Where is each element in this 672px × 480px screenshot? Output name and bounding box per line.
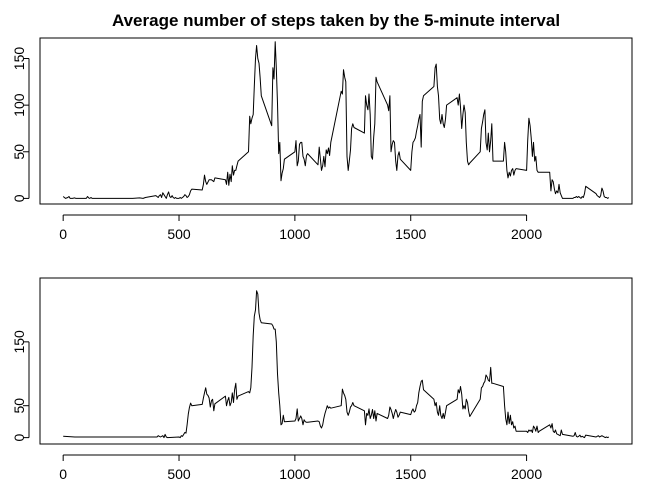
- top-x-tick-label: 1500: [395, 226, 426, 242]
- top-y-tick-label: 100: [11, 93, 27, 117]
- top-x-tick-label: 1000: [279, 226, 310, 242]
- bottom-x-tick-label: 0: [59, 466, 67, 480]
- bottom-series-line: [63, 290, 610, 439]
- top-y-tick-label: 0: [11, 194, 27, 202]
- bottom-y-tick-label: 50: [11, 398, 27, 414]
- top-panel: 0 500 1000 1500 2000 0 50 100 150: [11, 37, 633, 242]
- top-x-tick-label: 2000: [511, 226, 542, 242]
- top-series-line: [62, 41, 610, 199]
- top-x-tick-label: 500: [167, 226, 191, 242]
- top-plot-frame: [39, 37, 633, 205]
- bottom-panel: 0 500 1000 1500 2000 0 50 150: [11, 277, 633, 480]
- bottom-y-tick-label: 150: [11, 330, 27, 354]
- bottom-x-tick-label: 2000: [511, 466, 542, 480]
- bottom-y-tick-label: 0: [11, 434, 27, 442]
- top-x-tick-label: 0: [59, 226, 67, 242]
- top-y-tick-label: 50: [11, 144, 27, 160]
- top-y-tick-label: 150: [11, 47, 27, 71]
- bottom-x-tick-label: 1500: [395, 466, 426, 480]
- bottom-x-tick-label: 1000: [279, 466, 310, 480]
- chart-title: Average number of steps taken by the 5-m…: [112, 11, 560, 30]
- bottom-plot-frame: [39, 277, 633, 445]
- bottom-x-tick-label: 500: [167, 466, 191, 480]
